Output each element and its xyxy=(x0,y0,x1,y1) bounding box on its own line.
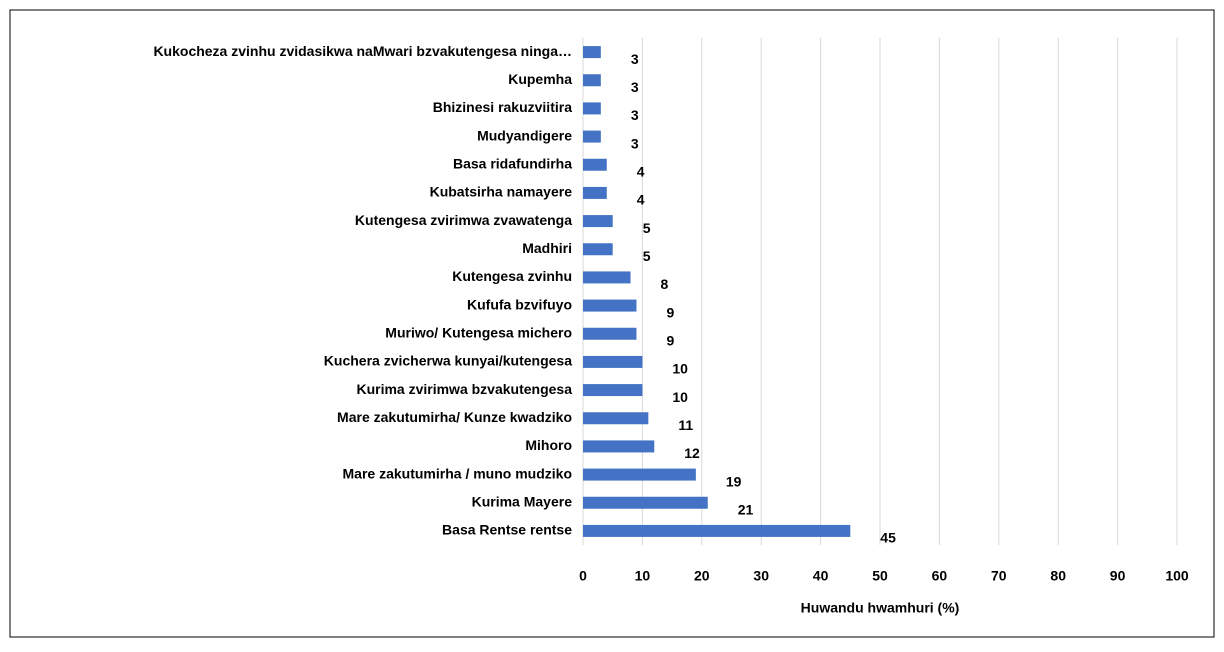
bar xyxy=(583,440,655,453)
x-tick-label: 80 xyxy=(1050,568,1066,584)
y-tick-label: Kubatsirha namayere xyxy=(430,184,573,200)
data-label: 5 xyxy=(643,248,651,264)
y-tick-label: Kupemha xyxy=(508,71,572,87)
y-tick-label: Mare zakutumirha / muno mudziko xyxy=(343,465,572,481)
data-label: 45 xyxy=(880,530,896,546)
bar xyxy=(583,243,613,256)
data-label: 4 xyxy=(637,192,645,208)
y-tick-label: Kukocheza zvinhu zvidasikwa naMwari bzva… xyxy=(153,43,572,59)
x-tick-label: 90 xyxy=(1110,568,1126,584)
data-label: 10 xyxy=(672,389,688,405)
y-tick-label: Basa ridafundirha xyxy=(453,155,572,171)
y-tick-label: Mudyandigere xyxy=(477,127,572,143)
y-tick-label: Kurima zvirimwa bzvakutengesa xyxy=(356,381,572,397)
x-tick-label: 20 xyxy=(694,568,710,584)
data-label: 8 xyxy=(661,276,669,292)
x-tick-label: 10 xyxy=(635,568,651,584)
bar xyxy=(583,384,643,397)
bar xyxy=(583,158,607,171)
bar xyxy=(583,271,631,284)
y-tick-label: Madhiri xyxy=(522,240,572,256)
y-tick-label: Kuchera zvicherwa kunyai/kutengesa xyxy=(324,353,572,369)
x-tick-label: 30 xyxy=(753,568,769,584)
x-tick-label: 40 xyxy=(813,568,829,584)
bar xyxy=(583,327,637,340)
data-label: 9 xyxy=(666,332,674,348)
x-tick-label: 100 xyxy=(1165,568,1189,584)
y-tick-label: Mare zakutumirha/ Kunze kwadziko xyxy=(337,409,572,425)
y-tick-label: Kutengesa zvirimwa zvawatenga xyxy=(355,212,572,228)
data-label: 3 xyxy=(631,51,639,67)
bar xyxy=(583,524,851,537)
x-tick-label: 70 xyxy=(991,568,1007,584)
y-tick-label: Bhizinesi rakuzviitira xyxy=(433,99,572,115)
bar xyxy=(583,186,607,199)
bar xyxy=(583,496,708,509)
x-tick-label: 60 xyxy=(932,568,948,584)
bar xyxy=(583,468,696,481)
x-axis-label: Huwandu hwamhuri (%) xyxy=(801,600,960,616)
data-label: 10 xyxy=(672,361,688,377)
y-tick-label: Mihoro xyxy=(525,437,572,453)
bar xyxy=(583,46,601,59)
bar xyxy=(583,102,601,115)
bar xyxy=(583,355,643,368)
bar xyxy=(583,299,637,312)
data-label: 3 xyxy=(631,79,639,95)
bar xyxy=(583,74,601,87)
chart-border xyxy=(9,9,1215,638)
y-tick-label: Kutengesa zvinhu xyxy=(452,268,572,284)
data-label: 12 xyxy=(684,445,700,461)
bar xyxy=(583,412,649,425)
bar xyxy=(583,215,613,228)
data-label: 4 xyxy=(637,163,645,179)
data-label: 11 xyxy=(678,417,693,433)
data-label: 3 xyxy=(631,135,639,151)
y-tick-label: Kufufa bzvifuyo xyxy=(467,296,572,312)
bar xyxy=(583,130,601,143)
y-tick-label: Basa Rentse rentse xyxy=(442,522,572,538)
x-tick-label: 0 xyxy=(579,568,587,584)
y-tick-label: Kurima Mayere xyxy=(472,493,573,509)
data-label: 21 xyxy=(738,501,754,517)
data-label: 5 xyxy=(643,220,651,236)
data-label: 3 xyxy=(631,107,639,123)
data-label: 19 xyxy=(726,473,742,489)
x-tick-label: 50 xyxy=(872,568,888,584)
y-tick-label: Muriwo/ Kutengesa michero xyxy=(385,324,572,340)
data-label: 9 xyxy=(666,304,674,320)
